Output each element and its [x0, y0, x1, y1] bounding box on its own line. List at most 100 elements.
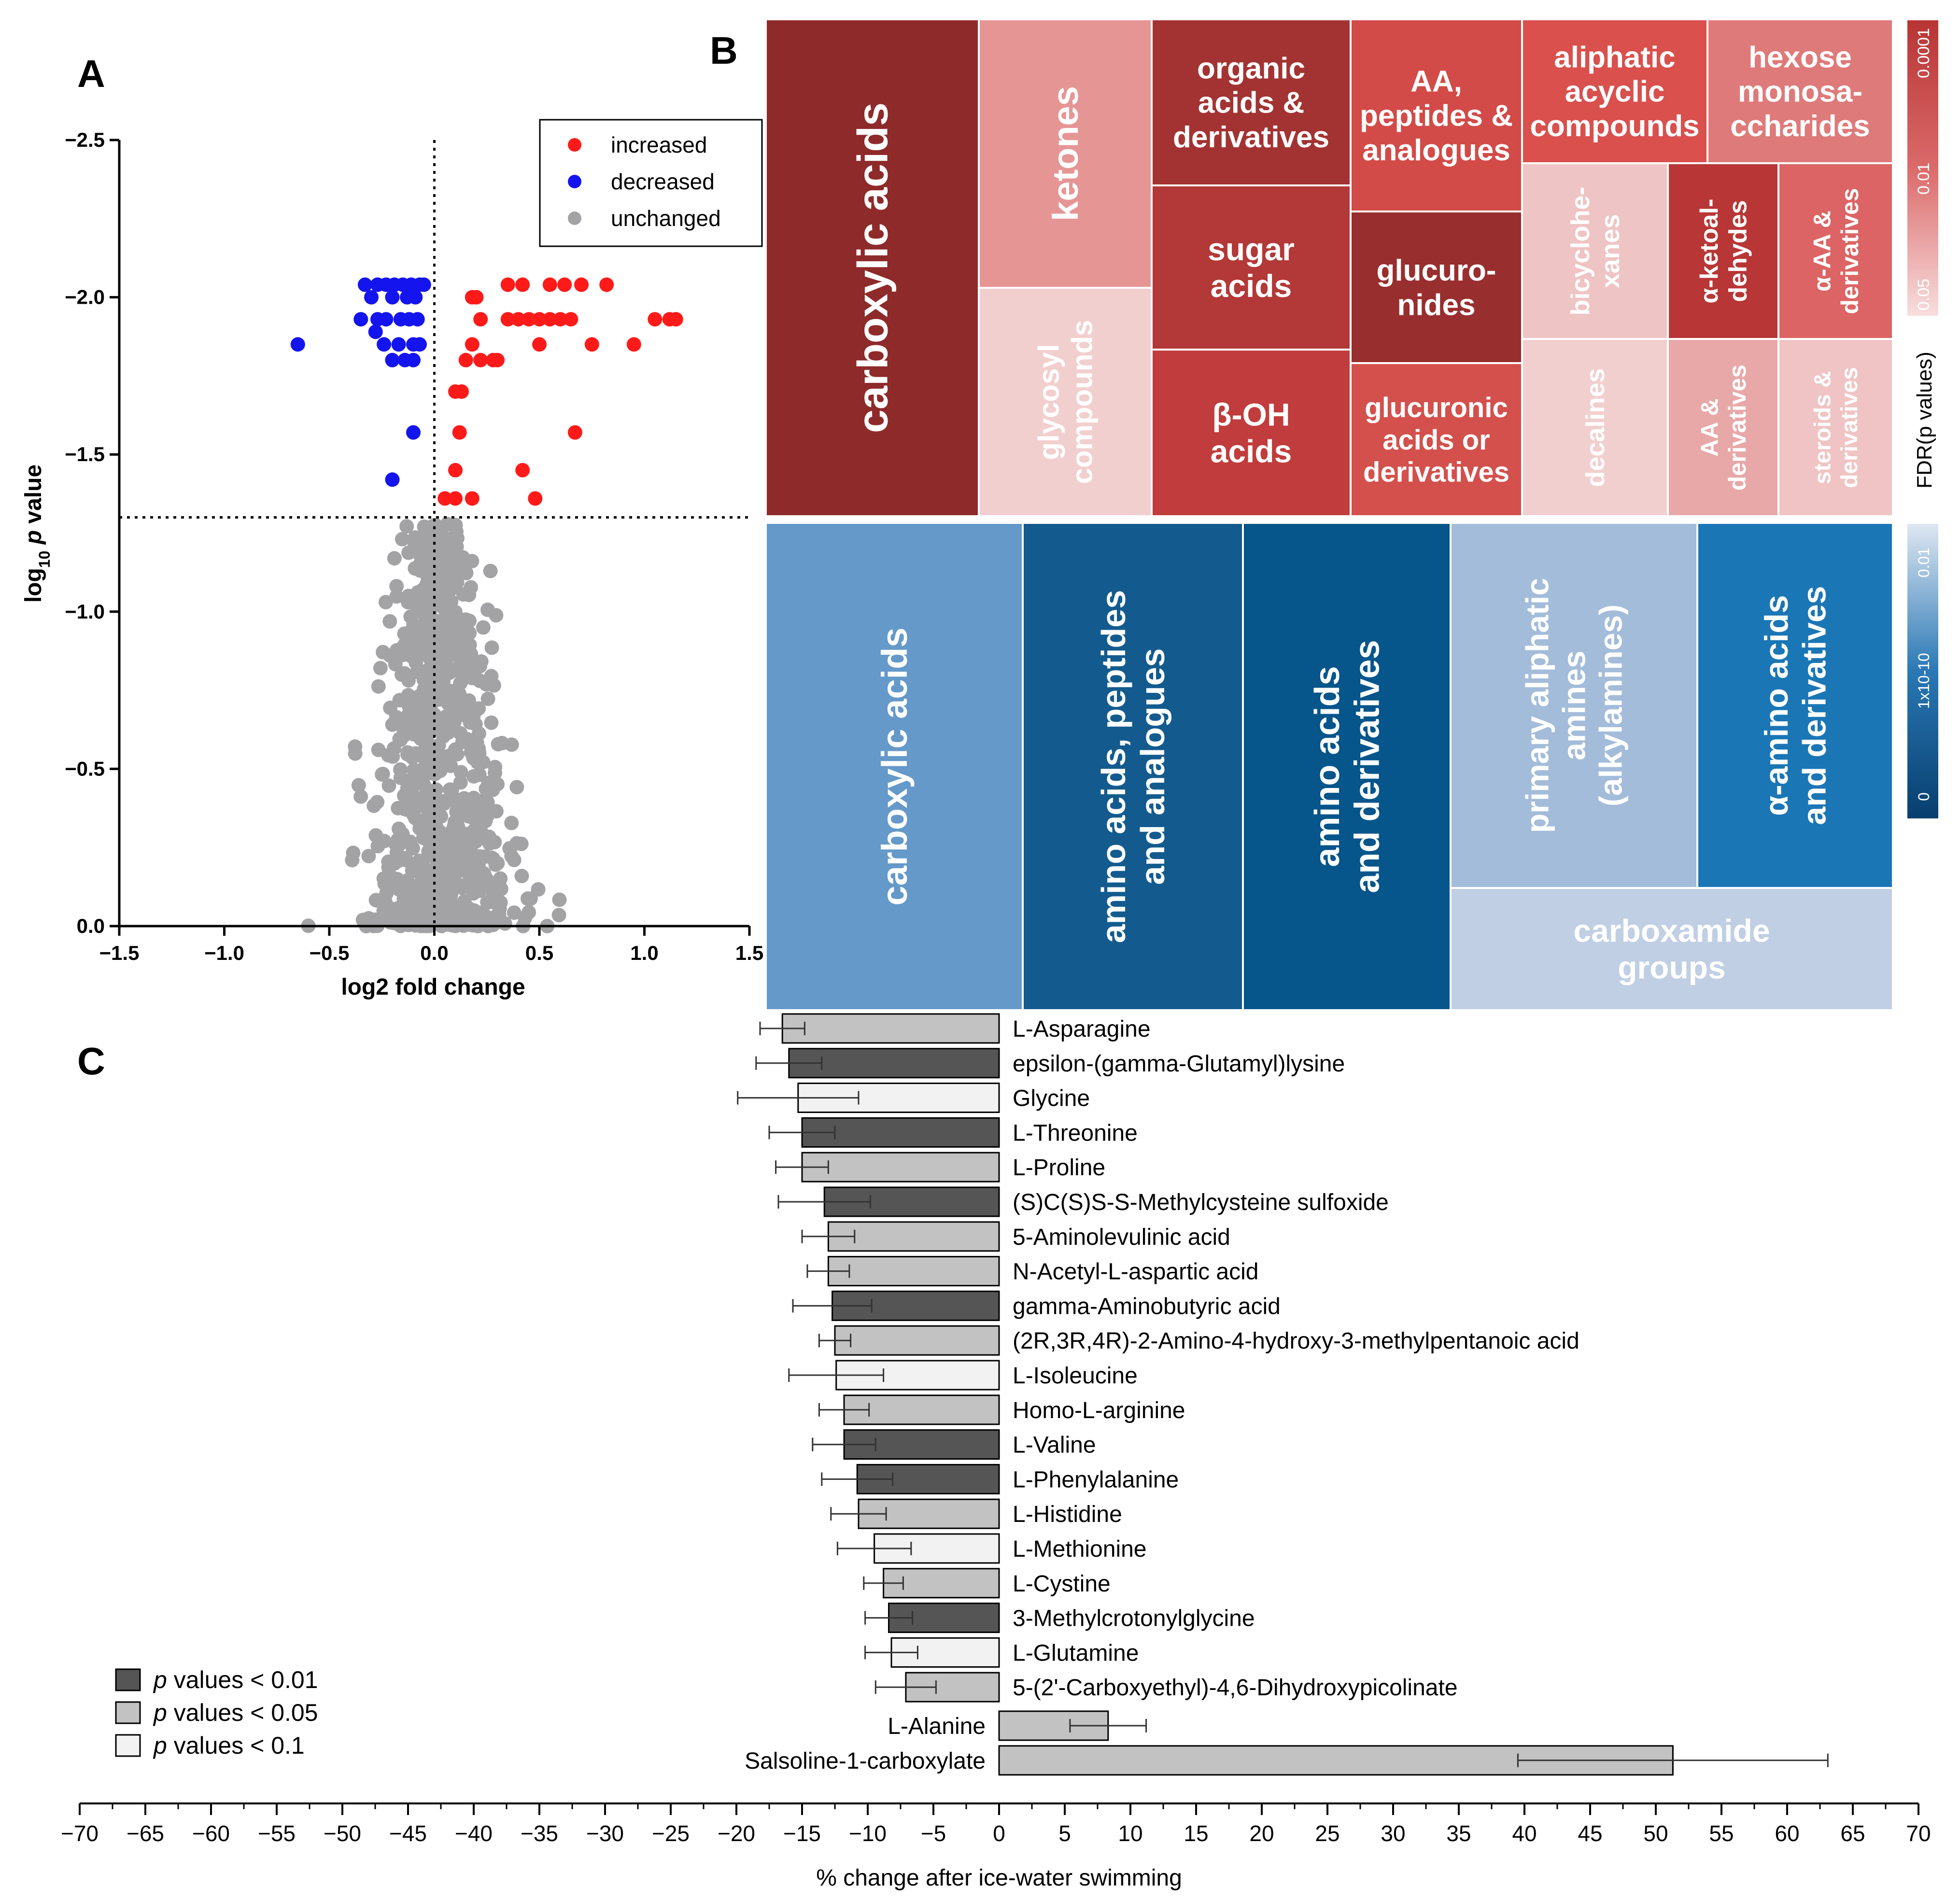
- bar-label: L-Asparagine: [1013, 1016, 1151, 1042]
- bar-label: 5-Aminolevulinic acid: [1013, 1224, 1230, 1250]
- increased-point: [448, 491, 463, 506]
- decreased-point: [368, 324, 383, 339]
- treemap-tile-label: steroids & derivatives: [1810, 367, 1862, 488]
- unchanged-point: [361, 911, 376, 926]
- y-tick-label: −1.5: [65, 443, 105, 465]
- treemap-tile-rect: [1779, 340, 1892, 515]
- bar-label: L-Isoleucine: [1013, 1363, 1138, 1389]
- bar: [834, 1325, 1000, 1356]
- unchanged-point: [428, 766, 443, 781]
- unchanged-point: [353, 789, 368, 804]
- unchanged-point: [455, 550, 470, 565]
- treemap-tile-label: glycosyl compounds: [1033, 320, 1099, 484]
- unchanged-point: [476, 620, 491, 635]
- treemap-tile-label: α-amino acids and derivatives: [1758, 586, 1833, 825]
- colorbar-red-tick-label: 0.0001: [1915, 28, 1933, 78]
- colorbar-blue-tick-label: 0.01: [1915, 548, 1932, 577]
- panel-letter-a: A: [77, 52, 105, 95]
- bar-label: L-Phenylalanine: [1013, 1467, 1179, 1492]
- unchanged-point: [423, 638, 438, 653]
- unchanged-point: [459, 565, 474, 580]
- volcano-y-label: log10 p value: [21, 464, 53, 603]
- treemap-tile-text: AA &: [1696, 398, 1723, 456]
- bar-row: N-Acetyl-L-aspartic acid: [806, 1256, 1258, 1287]
- treemap-tile-text: compounds: [1066, 320, 1099, 484]
- treemap-tile-text: derivatives: [1173, 121, 1329, 154]
- treemap-tile-text: aliphatic: [1554, 41, 1676, 74]
- treemap-panel: carboxylic acids ketones glycosyl compounds…: [767, 20, 1938, 1009]
- bar-x-tick-label: −10: [849, 1821, 887, 1846]
- unchanged-point: [406, 841, 420, 856]
- treemap-tile-label: α-ketoal-dehydes: [1695, 199, 1752, 304]
- treemap-tile-label: AA,peptides &analogues: [1360, 65, 1513, 167]
- treemap-tile-text: groups: [1618, 950, 1726, 985]
- bar-label: gamma-Aminobutyric acid: [1013, 1294, 1281, 1319]
- treemap-tile-text: carboxylic acids: [848, 102, 896, 433]
- x-tick-label: 1.0: [630, 942, 658, 964]
- unchanged-point: [389, 589, 404, 604]
- treemap-tile-text: and derivatives: [1796, 586, 1833, 825]
- unchanged-point: [523, 891, 538, 906]
- unchanged-point: [425, 844, 440, 859]
- unchanged-point: [441, 902, 456, 917]
- unchanged-point: [429, 544, 444, 559]
- unchanged-point: [446, 577, 461, 592]
- bar-row: L-Histidine: [830, 1498, 1122, 1529]
- x-tick-label: 0.0: [420, 942, 448, 964]
- unchanged-point: [408, 798, 423, 812]
- decreased-point: [377, 337, 392, 352]
- decreased-point: [357, 277, 372, 292]
- treemap-tile-rect: [1779, 164, 1892, 338]
- bar-x-tick-label: −70: [61, 1821, 99, 1846]
- volcano-plot: −1.5 −1.0 −0.5 0.0 0.5 1.0 1.5 −2.5 −2.0 −1.5 −1.0…: [21, 119, 763, 1000]
- bar-x-tick-label: 40: [1512, 1821, 1537, 1846]
- unchanged-point: [401, 688, 416, 703]
- increased-point: [458, 352, 473, 367]
- bar-row: L-Isoleucine: [788, 1360, 1138, 1391]
- unchanged-point: [436, 647, 451, 661]
- treemap-tile: ketones: [980, 20, 1151, 287]
- increased-point: [532, 312, 547, 327]
- treemap-tile: glycosyl compounds: [980, 289, 1151, 515]
- unchanged-point: [452, 687, 467, 702]
- x-tick-label: 0.5: [525, 942, 553, 964]
- treemap-tile-text: ketones: [1045, 86, 1086, 221]
- treemap-tile-text: sugar: [1208, 231, 1295, 267]
- bar-x-tick-label: 70: [1906, 1821, 1931, 1846]
- treemap-tile: α-amino acids and derivatives: [1698, 524, 1892, 887]
- unchanged-point: [480, 691, 495, 706]
- unchanged-point: [408, 811, 423, 826]
- unchanged-point: [396, 647, 411, 662]
- unchanged-point: [478, 814, 493, 829]
- treemap-tile-text: acyclic: [1565, 75, 1665, 109]
- treemap-tile-label: carboxylic acids: [874, 628, 915, 906]
- bar-row: Glycine: [737, 1083, 1090, 1113]
- unchanged-point: [422, 662, 437, 677]
- treemap-tile-text: dehydes: [1724, 200, 1752, 302]
- bar-label: Glycine: [1013, 1086, 1090, 1112]
- treemap-tile: primary aliphatic amines (alkylamines): [1452, 524, 1696, 887]
- treemap-tile-text: derivatives: [1837, 367, 1862, 488]
- treemap-tile-rect: [1523, 20, 1706, 162]
- treemap-tile-label: bicyclohe-xanes: [1566, 186, 1625, 315]
- unchanged-point: [447, 662, 462, 677]
- unchanged-point: [442, 874, 457, 888]
- unchanged-point: [466, 790, 481, 805]
- unchanged-point: [443, 846, 458, 861]
- unchanged-point: [479, 781, 494, 796]
- unchanged-point: [480, 602, 495, 617]
- bar-row: 5-Aminolevulinic acid: [801, 1221, 1230, 1252]
- unchanged-point: [446, 613, 461, 628]
- treemap-tile-rect: [1352, 364, 1521, 515]
- treemap-tile-label: ketones: [1045, 86, 1086, 221]
- treemap-tile: α-AA & derivatives: [1779, 164, 1892, 338]
- increased-point: [448, 463, 463, 478]
- significant-points: [290, 277, 683, 506]
- bar-chart-panel: L-Asparagine epsilon-(gamma-Glutamyl)lysi…: [61, 1013, 1931, 1891]
- treemap-tile-label: primary aliphatic amines (alkylamines): [1520, 578, 1629, 833]
- treemap-tile-text: amines: [1556, 650, 1592, 760]
- increased-point: [473, 312, 488, 327]
